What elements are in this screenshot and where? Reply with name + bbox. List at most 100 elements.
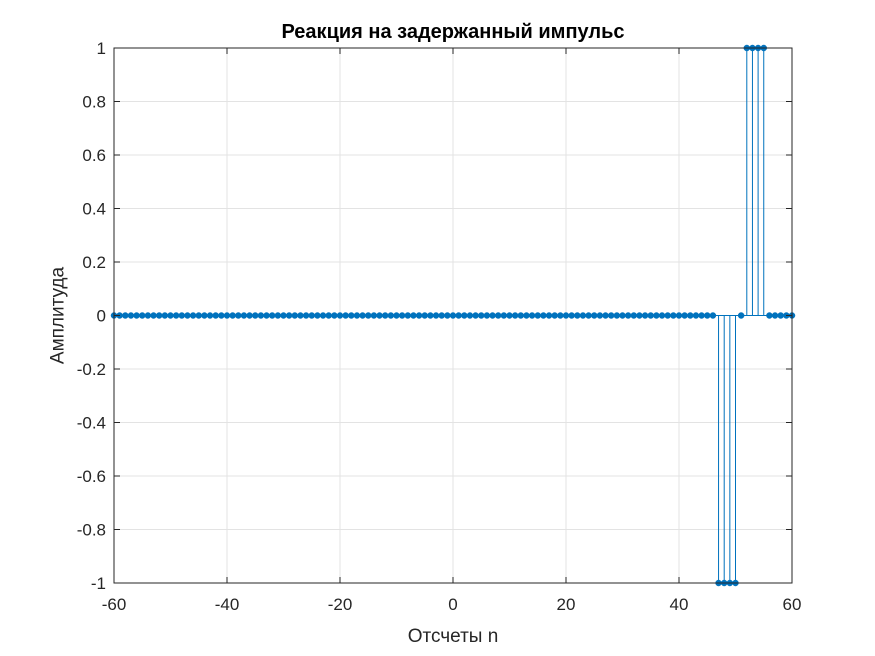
stem-marker — [647, 312, 654, 319]
stem-marker — [393, 312, 400, 319]
stem-marker — [365, 312, 372, 319]
stem-marker — [664, 312, 671, 319]
stem-marker — [704, 312, 711, 319]
stem-marker — [602, 312, 609, 319]
stem-marker — [144, 312, 152, 319]
stem-marker — [771, 312, 779, 319]
x-tick-label: 40 — [670, 595, 689, 614]
x-tick-label: 60 — [783, 595, 802, 614]
stem-marker — [240, 312, 248, 319]
stem-marker — [122, 312, 129, 319]
stem-marker — [596, 312, 604, 319]
stem-marker — [201, 312, 208, 319]
stem-marker — [619, 312, 626, 319]
stem-marker — [308, 312, 315, 319]
x-axis-ticks: -60 -40 -20 0 20 40 60 — [102, 48, 802, 614]
stem-marker — [737, 312, 745, 319]
stem-marker — [297, 312, 304, 319]
stem-marker — [461, 312, 468, 319]
y-axis-label: Амплитуда — [48, 266, 69, 364]
stem-marker — [766, 312, 773, 319]
x-tick-label: 20 — [557, 595, 576, 614]
stem-marker — [517, 312, 525, 319]
stem-marker — [653, 312, 660, 319]
stem-marker — [268, 312, 276, 319]
stem-marker — [263, 312, 270, 319]
y-tick-label: 0.4 — [82, 200, 106, 219]
y-tick-label: -1 — [91, 574, 106, 593]
stem-marker — [534, 312, 541, 319]
stem-marker — [511, 312, 519, 319]
stem-marker — [376, 312, 383, 319]
stem-marker — [478, 312, 485, 319]
stem-marker — [432, 312, 440, 319]
stem-marker — [348, 312, 355, 319]
y-tick-label: -0.2 — [77, 360, 106, 379]
stem-marker — [472, 312, 479, 319]
stem-marker — [500, 312, 508, 319]
stem-marker — [421, 312, 428, 319]
stem-marker — [359, 312, 366, 319]
stem-marker — [494, 312, 502, 319]
stem-marker — [314, 312, 321, 319]
stem-marker — [387, 312, 395, 319]
stem-marker — [540, 312, 547, 319]
stem-marker — [568, 312, 575, 319]
stem-marker — [613, 312, 621, 319]
stem-marker — [681, 312, 688, 319]
y-tick-label: 1 — [97, 39, 106, 58]
stem-marker — [591, 312, 598, 319]
x-tick-label: 0 — [448, 595, 457, 614]
stem-marker — [670, 312, 677, 319]
stem-marker — [562, 312, 570, 319]
y-tick-label: 0.2 — [82, 253, 106, 272]
stem-marker — [178, 312, 186, 319]
stem-marker — [692, 312, 700, 319]
stem-marker — [223, 312, 231, 319]
stem-marker — [246, 312, 253, 319]
stem-marker — [607, 312, 615, 319]
stem-marker — [229, 312, 236, 319]
y-tick-label: 0.8 — [82, 93, 106, 112]
stem-marker — [551, 312, 558, 319]
stem-marker — [410, 312, 417, 319]
stem-marker — [127, 312, 135, 319]
stem-marker — [698, 312, 705, 319]
stem-marker — [370, 312, 378, 319]
stem-marker — [161, 312, 169, 319]
y-tick-label: -0.4 — [77, 414, 106, 433]
stem-marker — [212, 312, 219, 319]
stem-marker — [427, 312, 434, 319]
stem-marker — [455, 312, 462, 319]
stem-marker — [353, 312, 361, 319]
stem-marker — [641, 312, 649, 319]
x-tick-label: -40 — [215, 595, 240, 614]
y-tick-label: -0.8 — [77, 521, 106, 540]
stem-marker — [489, 312, 496, 319]
stem-marker — [381, 312, 389, 319]
stem-marker — [777, 312, 784, 319]
stem-marker — [438, 312, 445, 319]
stem-marker — [331, 312, 338, 319]
stem-marker — [167, 312, 174, 319]
stem-marker — [218, 312, 225, 319]
stem-marker — [291, 312, 299, 319]
stems — [718, 48, 765, 583]
stem-marker — [325, 312, 332, 319]
stem-marker — [444, 312, 451, 319]
stem-marker — [523, 312, 530, 319]
stem-marker — [709, 312, 717, 319]
stem-marker — [528, 312, 536, 319]
y-tick-label: 0.6 — [82, 146, 106, 165]
stem-marker — [139, 312, 146, 319]
stem-marker — [280, 312, 287, 319]
markers — [110, 44, 796, 587]
y-tick-label: 0 — [97, 307, 106, 326]
stem-marker — [257, 312, 265, 319]
chart-title: Реакция на задержанный импульс — [281, 21, 624, 43]
stem-marker — [585, 312, 592, 319]
stem-marker — [302, 312, 310, 319]
stem-marker — [150, 312, 157, 319]
y-tick-label: -0.6 — [77, 467, 106, 486]
stem-marker — [206, 312, 214, 319]
